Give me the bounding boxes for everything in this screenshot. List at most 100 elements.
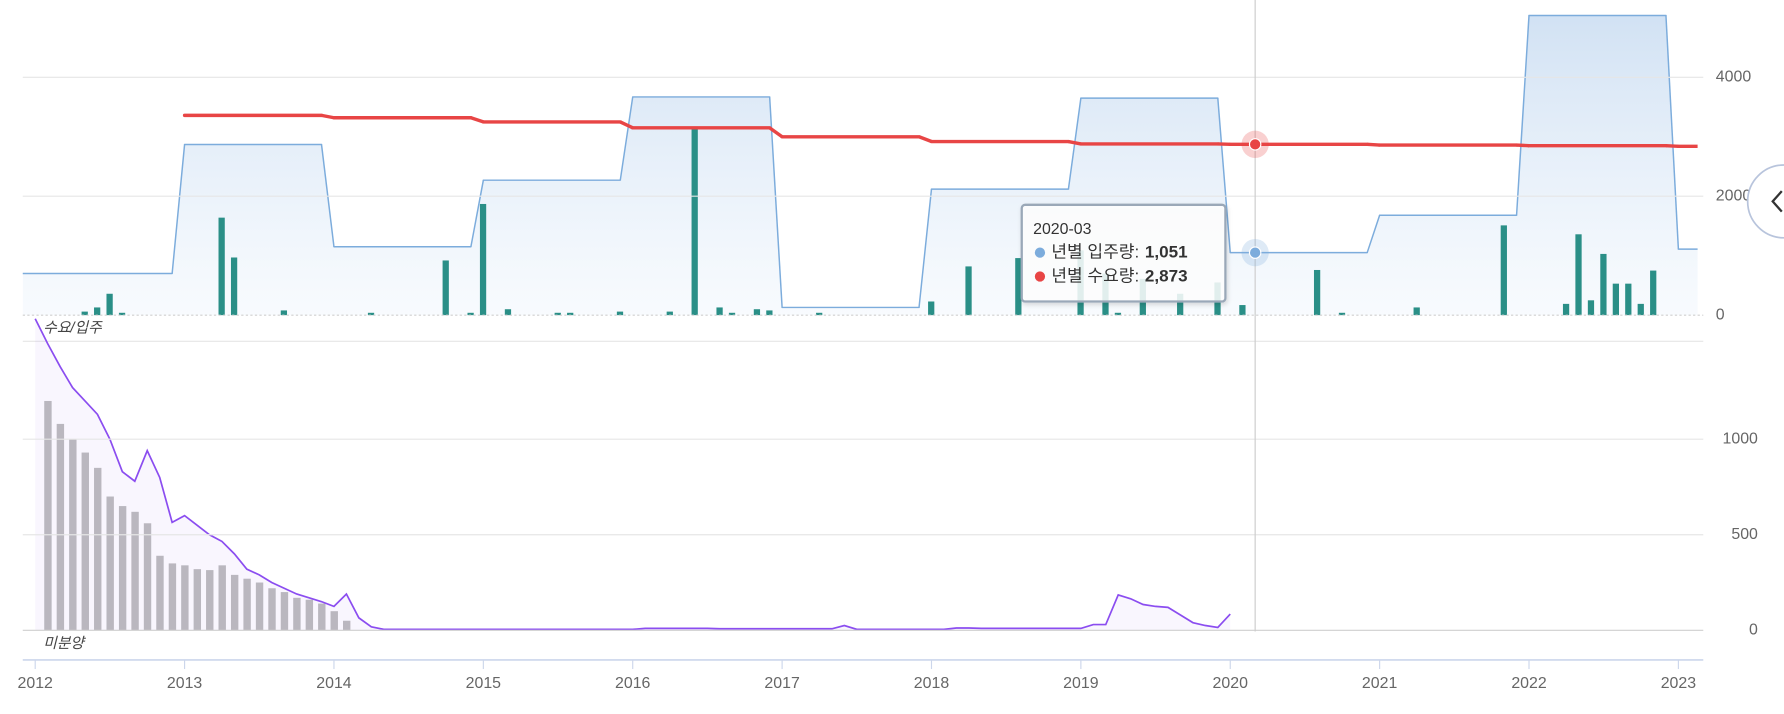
step-connector: [1516, 143, 1530, 148]
bar: [1625, 283, 1632, 316]
hover-marker: [1248, 138, 1262, 151]
step-connector: [1217, 98, 1231, 253]
bar: [928, 301, 935, 316]
x-tick-label: 2013: [167, 675, 203, 692]
area-fill: [35, 318, 1231, 631]
step-connector: [470, 116, 484, 124]
bar: [131, 511, 139, 631]
bar: [81, 311, 88, 316]
line: [34, 318, 1231, 631]
bar: [1500, 225, 1507, 316]
bar: [367, 312, 375, 316]
step-connector: [768, 96, 783, 308]
x-tick-label: 2018: [914, 675, 950, 692]
bar: [81, 452, 89, 631]
bar: [567, 312, 574, 316]
bar: [1015, 258, 1022, 316]
tooltip-value: 1,051: [1145, 242, 1188, 261]
x-tick-label: 2022: [1511, 675, 1547, 692]
plot-area: [22, 14, 1698, 631]
bar: [230, 574, 239, 631]
bar: [168, 563, 177, 631]
tooltip-box: [1020, 203, 1227, 303]
bar: [1562, 303, 1570, 316]
bar: [1637, 303, 1644, 316]
x-tick-label: 2021: [1362, 675, 1398, 692]
bar: [268, 588, 276, 631]
bar: [753, 309, 761, 316]
bar: [94, 307, 101, 316]
x-tick-label: 2014: [316, 675, 352, 692]
button-chevron: [1771, 190, 1783, 213]
bar: [206, 570, 214, 631]
x-tick-label: 2015: [466, 675, 502, 692]
x-tick-label: 2020: [1213, 675, 1249, 692]
step-connector: [619, 120, 634, 130]
bar: [1575, 234, 1582, 316]
bar: [1413, 307, 1420, 316]
step-connector: [768, 126, 784, 139]
bar: [1587, 300, 1595, 316]
plot-root: 0 2000 4000 수요/입주 0 500 1000 미분양 2012 2013 2014 201…: [18, 0, 1784, 692]
bar: [305, 599, 314, 631]
panel-label: 미분양: [43, 635, 86, 652]
bar: [442, 260, 449, 316]
hover-marker: [1248, 246, 1262, 259]
step-connector: [321, 113, 335, 120]
step-connector: [171, 144, 186, 274]
y-tick-label: 0: [1749, 622, 1758, 639]
step-connector: [320, 144, 335, 247]
bar: [106, 496, 114, 631]
bar: [56, 423, 65, 631]
collapse-button[interactable]: [1746, 164, 1784, 239]
step-connector: [1515, 15, 1530, 216]
panel-label: 수요/입주: [43, 320, 103, 337]
bar: [218, 565, 226, 631]
bar: [504, 309, 512, 316]
area-fill: [22, 15, 1698, 316]
bar: [143, 523, 152, 631]
step-connector: [619, 96, 634, 181]
y-tick-label: 4000: [1716, 69, 1752, 86]
x-tick-label: 2016: [615, 675, 651, 692]
bar: [728, 312, 736, 316]
bar: [479, 203, 487, 316]
x-tick-label: 2017: [764, 675, 800, 692]
bar: [1239, 305, 1246, 316]
step-connector: [918, 135, 933, 144]
step-connector: [1068, 139, 1082, 146]
bar: [1313, 269, 1321, 316]
bar: [293, 597, 301, 631]
bar: [230, 257, 238, 316]
bar: [280, 592, 289, 631]
bar: [965, 266, 972, 316]
bar: [467, 312, 474, 316]
bar: [218, 217, 225, 316]
tooltip-row: 년별 입주량: 1,051: [1051, 242, 1187, 261]
tooltip-row: 년별 수요량: 2,873: [1051, 266, 1187, 285]
step-connector: [1665, 15, 1680, 250]
bar: [193, 569, 202, 631]
step-connector: [918, 189, 933, 308]
bar: [44, 400, 52, 631]
y-tick-label: 2000: [1716, 187, 1752, 204]
step-connector: [1366, 215, 1381, 253]
bar: [1114, 312, 1122, 316]
bar: [1650, 270, 1657, 316]
step-connector: [1665, 143, 1679, 148]
step-connector: [1367, 142, 1380, 147]
tooltip-title: 2020-03: [1033, 221, 1092, 238]
bar: [1177, 293, 1184, 316]
bar: [816, 312, 823, 316]
bar: [1612, 283, 1619, 316]
tooltip-value: 2,873: [1145, 266, 1188, 285]
x-tick-label: 2012: [18, 675, 54, 692]
bar: [343, 620, 351, 631]
bar: [318, 603, 326, 631]
tooltip-dot: [1034, 247, 1046, 258]
bar: [118, 312, 126, 316]
bar: [1600, 253, 1607, 316]
x-tick-label: 2023: [1661, 675, 1697, 692]
